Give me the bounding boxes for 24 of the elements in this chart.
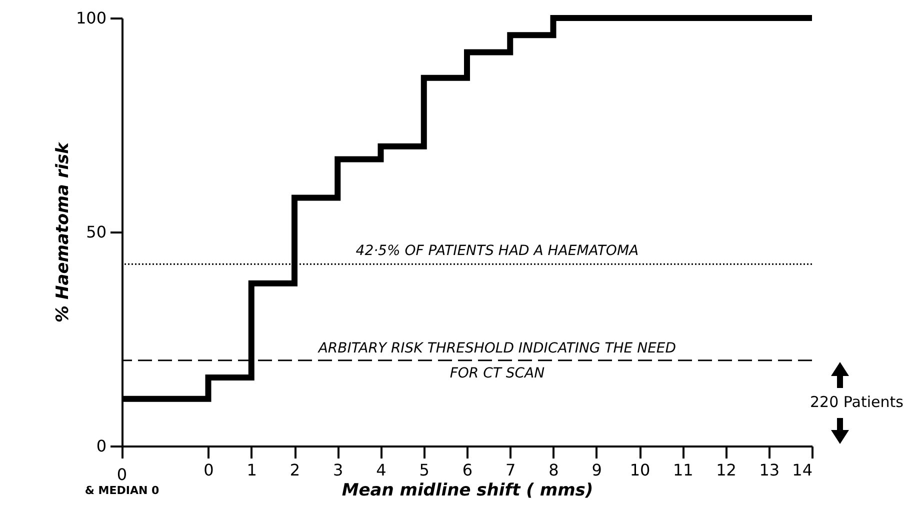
x-tick-label: 11 [672, 460, 694, 480]
x-tick-label: 2 [290, 460, 300, 480]
x-tick-label: 8 [548, 460, 559, 480]
x-tick-label: 6 [462, 460, 473, 480]
text: 0 & MEDIAN 0 [84, 465, 160, 497]
ref-line-label: ARBITARY RISK THRESHOLD INDICATING THE NEED FOR CT SCAN [317, 340, 676, 382]
x-tick-label: 9 [592, 460, 602, 480]
x-tick-label: 13 [759, 460, 780, 480]
ref-line-label: 42·5% OF PATIENTS HAD A HAEMATOMA [356, 243, 639, 260]
x-tick-label: 12 [716, 460, 736, 480]
y-tick-label: 50 [86, 222, 106, 242]
y-tick-label: 0 [96, 436, 106, 456]
x-tick-label: 14 [792, 460, 812, 480]
annotation: 220 Patients [810, 393, 904, 411]
x-tick-label: 0 [204, 460, 214, 480]
y-axis-title: % Haematoma risk [52, 140, 73, 322]
y-tick-label: 100 [76, 8, 106, 28]
x-tick-label: 1 [246, 460, 257, 480]
x-tick-label: 7 [506, 460, 516, 480]
x-tick-label: 10 [630, 460, 650, 480]
x-tick-label: 5 [419, 460, 430, 480]
x-axis-title: Mean midline shift ( mms) [342, 480, 594, 500]
x-tick-label: 3 [333, 460, 344, 480]
x-tick-label: 4 [376, 460, 386, 480]
